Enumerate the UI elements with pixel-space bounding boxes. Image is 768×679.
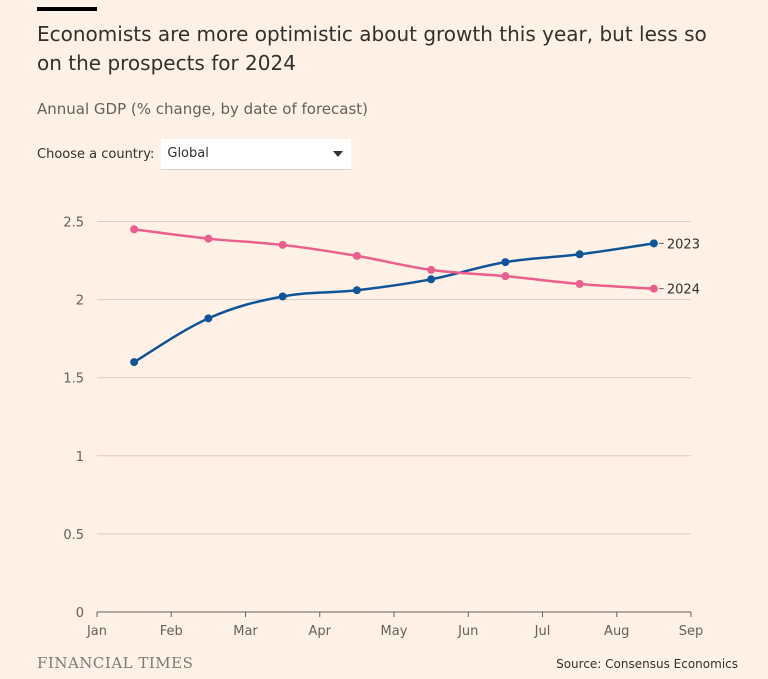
x-tick-label: Jul (534, 624, 551, 639)
x-tick-label: Jun (457, 624, 478, 639)
x-tick-label: Sep (679, 624, 704, 639)
brand-logo: FINANCIAL TIMES (37, 654, 194, 672)
chart-subtitle: Annual GDP (% change, by date of forecas… (37, 100, 369, 118)
country-select-value: Global (167, 146, 209, 161)
y-tick-label: 1.5 (63, 372, 84, 387)
series-label-2023: 2023 (667, 237, 700, 252)
data-point-2024 (130, 225, 139, 234)
country-label: Choose a country: (37, 146, 155, 162)
data-point-2023 (352, 286, 361, 295)
x-tick-label: Mar (233, 624, 258, 639)
x-tick-label: Apr (309, 624, 332, 639)
source-note: Source: Consensus Economics (556, 657, 738, 671)
y-tick-label: 2 (76, 294, 84, 309)
data-point-2024 (204, 234, 213, 243)
data-point-2024 (278, 240, 287, 249)
series: 2023 2024 (130, 225, 700, 367)
y-axis-ticks: 0 0.5 1 1.5 2 2.5 (63, 216, 84, 622)
data-point-2023 (575, 250, 584, 259)
data-point-2023 (649, 239, 658, 248)
country-control: Choose a country: Global (37, 138, 352, 170)
gridlines (97, 221, 691, 535)
x-tick-label: Jan (86, 624, 107, 639)
chevron-down-icon (333, 150, 344, 157)
x-tick-label: Feb (160, 624, 183, 639)
series-line-2024 (132, 228, 656, 290)
data-point-2024 (575, 279, 584, 288)
y-tick-label: 0.5 (63, 528, 84, 543)
y-tick-label: 2.5 (63, 216, 84, 231)
series-2023: 2023 (130, 237, 700, 367)
y-tick-label: 1 (76, 450, 84, 465)
data-point-2023 (501, 258, 510, 267)
chart-title: Economists are more optimistic about gro… (37, 22, 707, 75)
x-tick-label: May (381, 624, 408, 639)
data-point-2023 (278, 292, 287, 301)
data-point-2024 (649, 284, 658, 293)
x-tick-label: Aug (604, 624, 629, 639)
country-select[interactable]: Global (161, 138, 352, 170)
series-label-2024: 2024 (667, 283, 700, 298)
x-axis: Jan Feb Mar Apr May Jun Jul Aug Sep (86, 611, 704, 639)
y-tick-label: 0 (76, 606, 84, 621)
series-2024: 2024 (130, 225, 700, 298)
data-point-2023 (130, 358, 139, 367)
data-point-2024 (427, 265, 436, 274)
data-point-2024 (352, 251, 361, 260)
header-rule (37, 7, 97, 11)
data-point-2024 (501, 272, 510, 281)
data-point-2023 (427, 275, 436, 284)
series-line-2023 (132, 242, 656, 364)
data-point-2023 (204, 314, 213, 323)
